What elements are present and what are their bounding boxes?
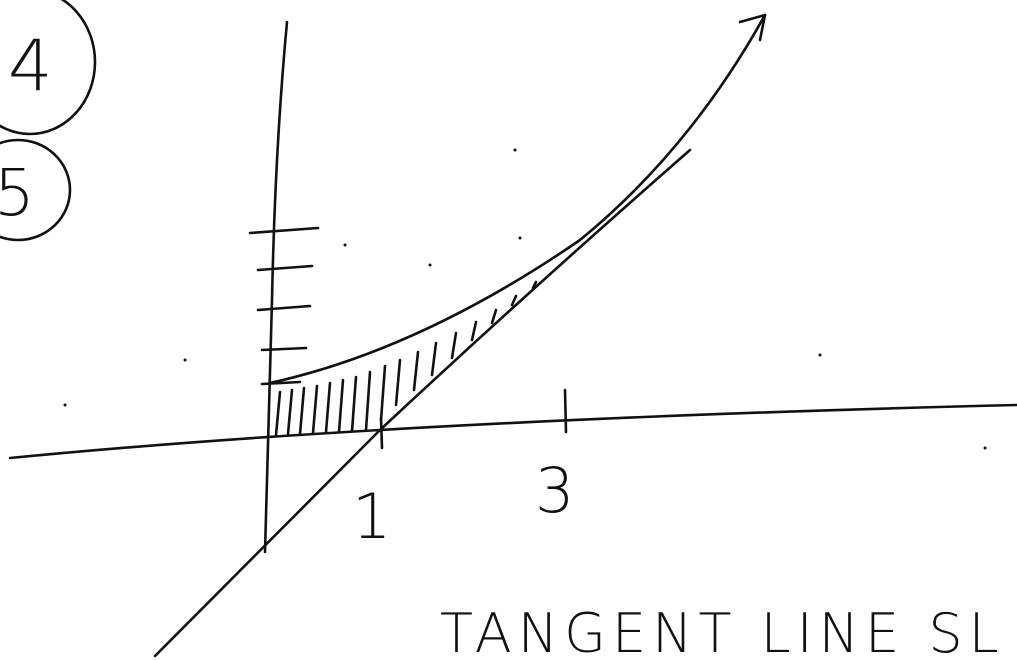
page: 4 5 1 3 TANGENT LINE SL (() => {	[0, 0, 1017, 660]
note: TANGENT LINE SL	[440, 602, 1005, 660]
x-tick-label: 3	[535, 454, 574, 527]
x-tick	[381, 418, 382, 448]
x-tick	[565, 390, 566, 432]
problem-number: 4	[8, 25, 53, 107]
x-tick-label: 1	[352, 480, 391, 553]
problem-number: 5	[0, 157, 35, 231]
paper	[0, 0, 1017, 660]
sketch: 4 5 1 3 TANGENT LINE SL	[0, 0, 1017, 660]
